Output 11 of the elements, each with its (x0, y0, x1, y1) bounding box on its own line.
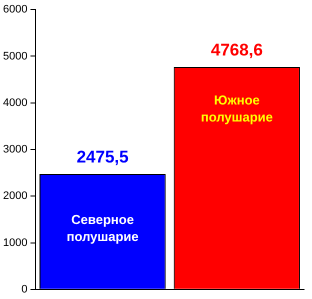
y-tick-label: 0 (21, 283, 28, 296)
y-tick-label: 3000 (2, 144, 28, 156)
y-tick-label: 4000 (2, 96, 28, 109)
y-tick-label: 1000 (2, 236, 28, 249)
data-label: 2475,5 (76, 148, 129, 167)
x-tick-label: Южное полушарие (200, 92, 273, 124)
y-tick-label: 5000 (2, 50, 28, 62)
x-tick-label: Северное полушарие (66, 212, 139, 244)
data-label: 4768,6 (210, 40, 263, 60)
y-tick-label: 2000 (2, 190, 28, 202)
y-tick-label: 6000 (2, 4, 28, 16)
